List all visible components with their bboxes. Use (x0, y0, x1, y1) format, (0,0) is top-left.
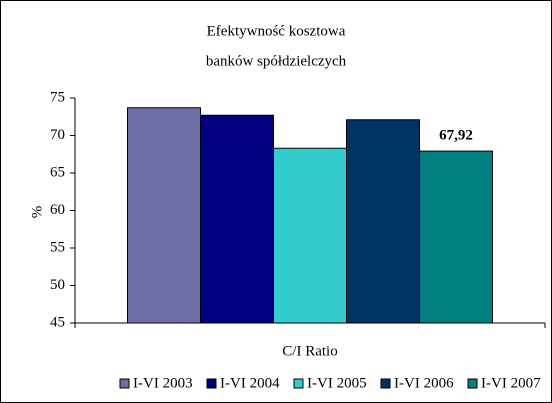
data-label: 67,92 (439, 128, 473, 144)
bar (273, 147, 347, 324)
legend-swatch (467, 378, 478, 389)
legend-swatch (119, 378, 130, 389)
legend-label: I-VI 2007 (481, 375, 541, 391)
legend-swatch (380, 378, 391, 389)
y-tick-label: 55 (50, 239, 65, 255)
legend-label: I-VI 2005 (307, 375, 367, 391)
legend-swatch (293, 378, 304, 389)
chart-title: Efektywność kosztowa (207, 23, 346, 39)
y-tick-label: 50 (50, 277, 65, 293)
y-tick-label: 45 (50, 314, 65, 330)
y-tick-label: 60 (50, 202, 65, 218)
y-tick-label: 75 (50, 89, 65, 105)
legend-label: I-VI 2004 (220, 375, 280, 391)
bar (127, 107, 201, 324)
y-tick-label: 70 (50, 127, 65, 143)
legend-swatch (206, 378, 217, 389)
x-axis-label: C/I Ratio (282, 343, 337, 359)
bar (419, 150, 493, 324)
bar (346, 119, 420, 324)
y-tick-label: 65 (50, 164, 65, 180)
legend-label: I-VI 2006 (394, 375, 454, 391)
y-axis-label: % (29, 206, 45, 219)
chart-title: banków spółdzielczych (206, 53, 347, 69)
bar (200, 114, 274, 324)
legend-label: I-VI 2003 (133, 375, 193, 391)
